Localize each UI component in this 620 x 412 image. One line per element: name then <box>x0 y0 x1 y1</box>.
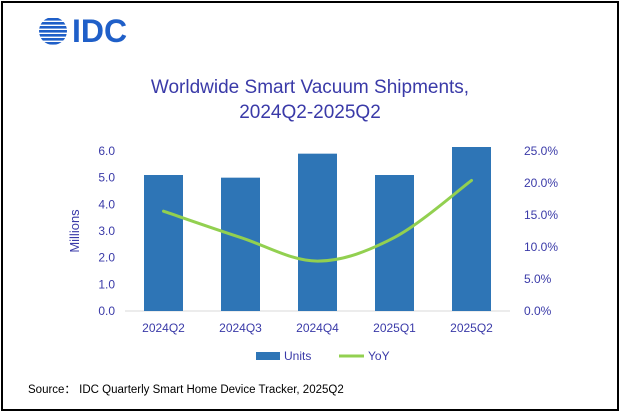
idc-logo: IDC <box>38 14 127 48</box>
y-tick-label: 2.0 <box>98 251 115 265</box>
bar-2025Q2 <box>452 147 491 311</box>
logo-text: IDC <box>72 13 128 49</box>
y-tick-label: 0.0 <box>98 304 115 318</box>
y-tick-label: 3.0 <box>98 224 115 238</box>
bar-2024Q4 <box>298 153 337 311</box>
yoy-line <box>162 178 473 263</box>
y2-tick-label: 10.0% <box>524 240 558 254</box>
idc-globe-icon <box>39 18 67 45</box>
y2-tick-label: 25.0% <box>524 144 558 158</box>
legend-yoy-label: YoY <box>368 349 390 363</box>
source-note: Source： IDC Quarterly Smart Home Device … <box>28 384 344 396</box>
bar-2024Q2 <box>144 175 183 311</box>
x-tick-label: 2025Q1 <box>373 321 416 335</box>
x-tick-label: 2024Q3 <box>219 321 262 335</box>
x-tick-label: 2024Q2 <box>142 321 185 335</box>
y2-tick-label: 20.0% <box>524 176 558 190</box>
x-tick-label: 2025Q2 <box>450 321 493 335</box>
legend-units-label: Units <box>284 349 311 363</box>
y-tick-label: 6.0 <box>98 144 115 158</box>
y-tick-label: 1.0 <box>98 277 115 291</box>
y-tick-label: 5.0 <box>98 171 115 185</box>
bar-2024Q3 <box>221 177 260 311</box>
y2-tick-label: 5.0% <box>524 272 552 286</box>
y2-tick-label: 15.0% <box>524 208 558 222</box>
x-tick-label: 2024Q4 <box>296 321 339 335</box>
chart-title-line-1: Worldwide Smart Vacuum Shipments, <box>150 77 470 98</box>
y2-tick-label: 0.0% <box>524 304 552 318</box>
y-axis-label: Millions <box>67 209 82 253</box>
legend-units-swatch <box>256 352 280 360</box>
y-tick-label: 4.0 <box>98 197 115 211</box>
chart-title-line-2: 2024Q2-2025Q2 <box>239 102 381 123</box>
